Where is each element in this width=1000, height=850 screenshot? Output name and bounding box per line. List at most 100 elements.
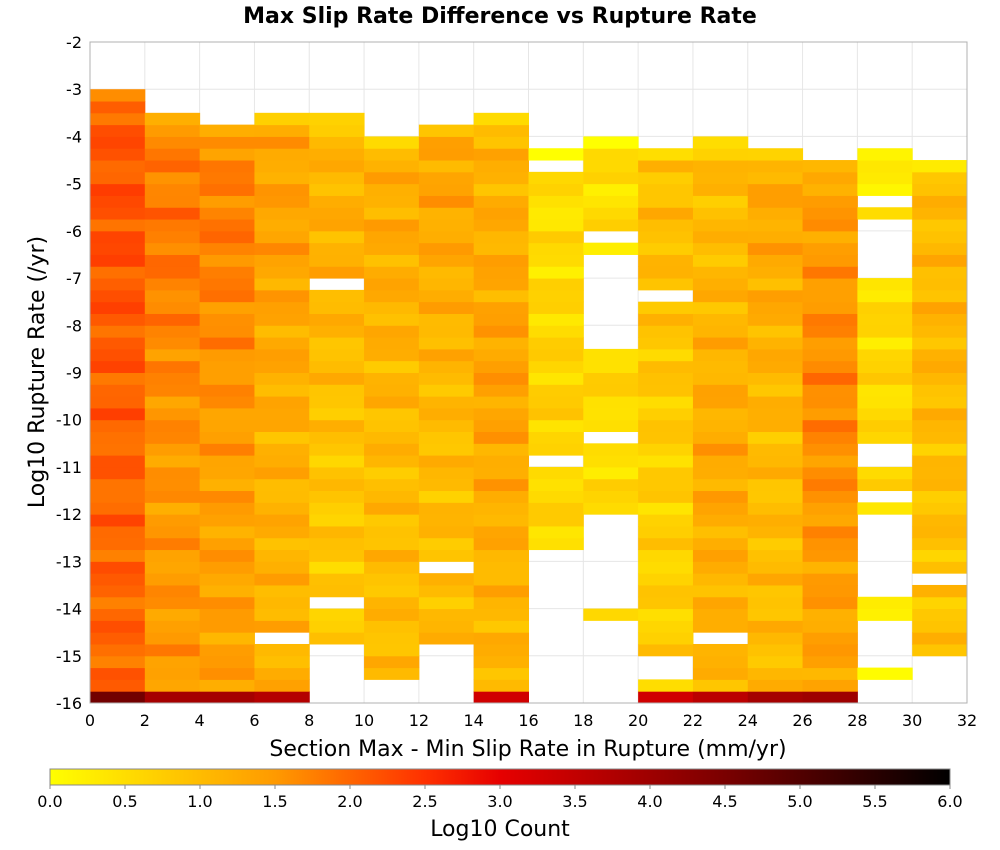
heatmap-cell [199, 561, 255, 574]
heatmap-cell [528, 514, 584, 527]
heatmap-cell [309, 195, 365, 208]
heatmap-cell [309, 124, 365, 137]
heatmap-cell [473, 195, 529, 208]
heatmap-cell [473, 514, 529, 527]
heatmap-cell [90, 160, 146, 173]
heatmap-cell [199, 584, 255, 598]
heatmap-cell [692, 443, 749, 456]
heatmap-cell [638, 348, 694, 362]
heatmap-cell [473, 667, 529, 680]
heatmap-cell [802, 620, 858, 633]
heatmap-cell [199, 254, 255, 267]
heatmap-cell [364, 443, 420, 456]
heatmap-cell [638, 490, 694, 503]
heatmap-cell [638, 431, 694, 444]
heatmap-cell [528, 195, 584, 208]
heatmap-cell [528, 207, 584, 220]
heatmap-cell [747, 242, 804, 255]
heatmap-cell [309, 289, 365, 303]
y-tick-label: -16 [56, 694, 82, 713]
heatmap-cell [857, 372, 913, 385]
heatmap-cell [802, 254, 858, 267]
heatmap-cell [309, 478, 365, 492]
heatmap-cell [638, 643, 694, 657]
heatmap-cell [638, 584, 694, 598]
heatmap-cell [418, 431, 475, 444]
heatmap-cell [144, 407, 201, 421]
heatmap-cell [528, 313, 584, 326]
heatmap-cell [638, 360, 694, 373]
heatmap-cell [90, 407, 146, 421]
heatmap-cell [692, 301, 749, 314]
heatmap-cell [857, 502, 913, 515]
heatmap-cell [692, 561, 749, 574]
heatmap-cell [199, 160, 255, 173]
heatmap-cell [254, 112, 310, 126]
heatmap-cell [90, 266, 146, 279]
heatmap-cell [199, 632, 255, 645]
heatmap-cell [309, 337, 365, 350]
heatmap-cell [528, 254, 584, 267]
heatmap-cell [912, 490, 968, 503]
heatmap-cell [199, 679, 255, 692]
heatmap-cell [528, 419, 584, 433]
heatmap-cell [692, 679, 749, 692]
heatmap-cell [199, 419, 255, 433]
heatmap-cell [309, 384, 365, 397]
heatmap-cell [90, 478, 146, 492]
heatmap-cell [692, 254, 749, 267]
heatmap-cell [254, 266, 310, 279]
heatmap-cell [638, 266, 694, 279]
heatmap-cell [528, 372, 584, 385]
heatmap-cell [638, 502, 694, 515]
heatmap-cell [144, 337, 201, 350]
heatmap-cell [364, 148, 420, 161]
heatmap-cell [528, 242, 584, 255]
heatmap-cell [199, 230, 255, 244]
heatmap-cell [364, 360, 420, 373]
heatmap-cell [309, 313, 365, 326]
heatmap-cell [309, 148, 365, 161]
heatmap-cell [309, 160, 365, 173]
heatmap-cell [912, 455, 968, 468]
heatmap-cell [583, 502, 639, 515]
heatmap-cell [747, 455, 804, 468]
heatmap-cell [473, 643, 529, 657]
heatmap-cell [528, 219, 584, 232]
heatmap-cell [473, 313, 529, 326]
heatmap-cell [857, 325, 913, 338]
heatmap-cell [747, 667, 804, 680]
heatmap-cell [802, 466, 858, 480]
heatmap-cell [692, 171, 749, 185]
heatmap-cell [692, 266, 749, 279]
heatmap-cell [254, 219, 310, 232]
heatmap-cell [364, 573, 420, 586]
heatmap-cell [857, 171, 913, 185]
heatmap-cell [528, 183, 584, 196]
heatmap-cell [912, 502, 968, 515]
heatmap-cell [418, 160, 475, 173]
heatmap-cell [254, 502, 310, 515]
heatmap-cell [583, 348, 639, 362]
colorbar-tick-label: 1.0 [187, 792, 212, 811]
heatmap-cell [747, 596, 804, 610]
heatmap-cell [583, 195, 639, 208]
heatmap-cell [857, 313, 913, 326]
heatmap-cell [638, 573, 694, 586]
heatmap-cell [90, 289, 146, 303]
heatmap-cell [692, 325, 749, 338]
heatmap-cell [692, 360, 749, 373]
heatmap-cell [473, 360, 529, 373]
heatmap-cell [254, 455, 310, 468]
heatmap-cell [692, 584, 749, 598]
y-tick-label: -4 [66, 127, 82, 146]
heatmap-cell [692, 407, 749, 421]
heatmap-cell [912, 301, 968, 314]
heatmap-cell [912, 632, 968, 645]
heatmap-cell [364, 230, 420, 244]
heatmap-cell [144, 466, 201, 480]
heatmap-cell [912, 337, 968, 350]
heatmap-cell [583, 207, 639, 220]
heatmap-cell [747, 337, 804, 350]
